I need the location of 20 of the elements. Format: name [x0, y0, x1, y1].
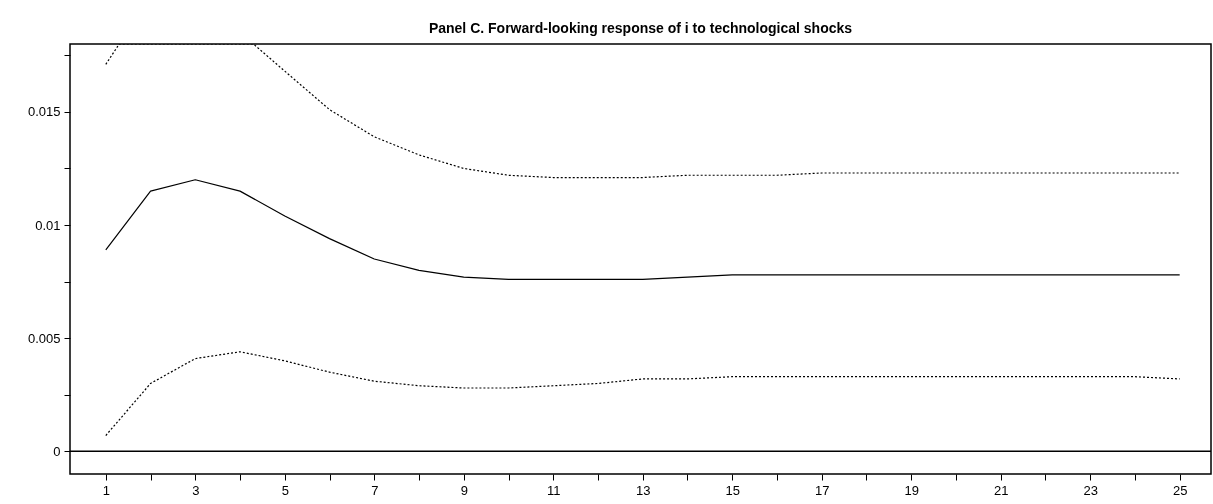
y-tick-label: 0.005: [27, 330, 61, 346]
x-tick-label: 1: [102, 482, 110, 498]
x-tick-label: 17: [814, 482, 830, 498]
x-tick-label: 19: [904, 482, 919, 498]
x-tick-label: 23: [1083, 482, 1098, 498]
x-tick-label: 15: [725, 482, 740, 498]
chart-title: Panel C. Forward-looking response of i to technological shocks: [428, 20, 853, 36]
x-tick-label: 7: [371, 482, 379, 498]
x-tick-label: 3: [192, 482, 200, 498]
x-tick-label: 25: [1172, 482, 1188, 498]
x-tick-label: 5: [281, 482, 289, 498]
y-tick-label: 0.01: [35, 217, 61, 233]
x-tick-label: 13: [636, 482, 651, 498]
x-tick-label: 21: [993, 482, 1009, 498]
y-tick-label: 0: [53, 443, 61, 459]
line-series: [105, 179, 1181, 280]
y-tick-label: 0.015: [27, 104, 61, 120]
x-tick-label: 9: [460, 482, 468, 498]
line-series: [105, 351, 1181, 437]
x-tick-label: 11: [547, 482, 561, 498]
